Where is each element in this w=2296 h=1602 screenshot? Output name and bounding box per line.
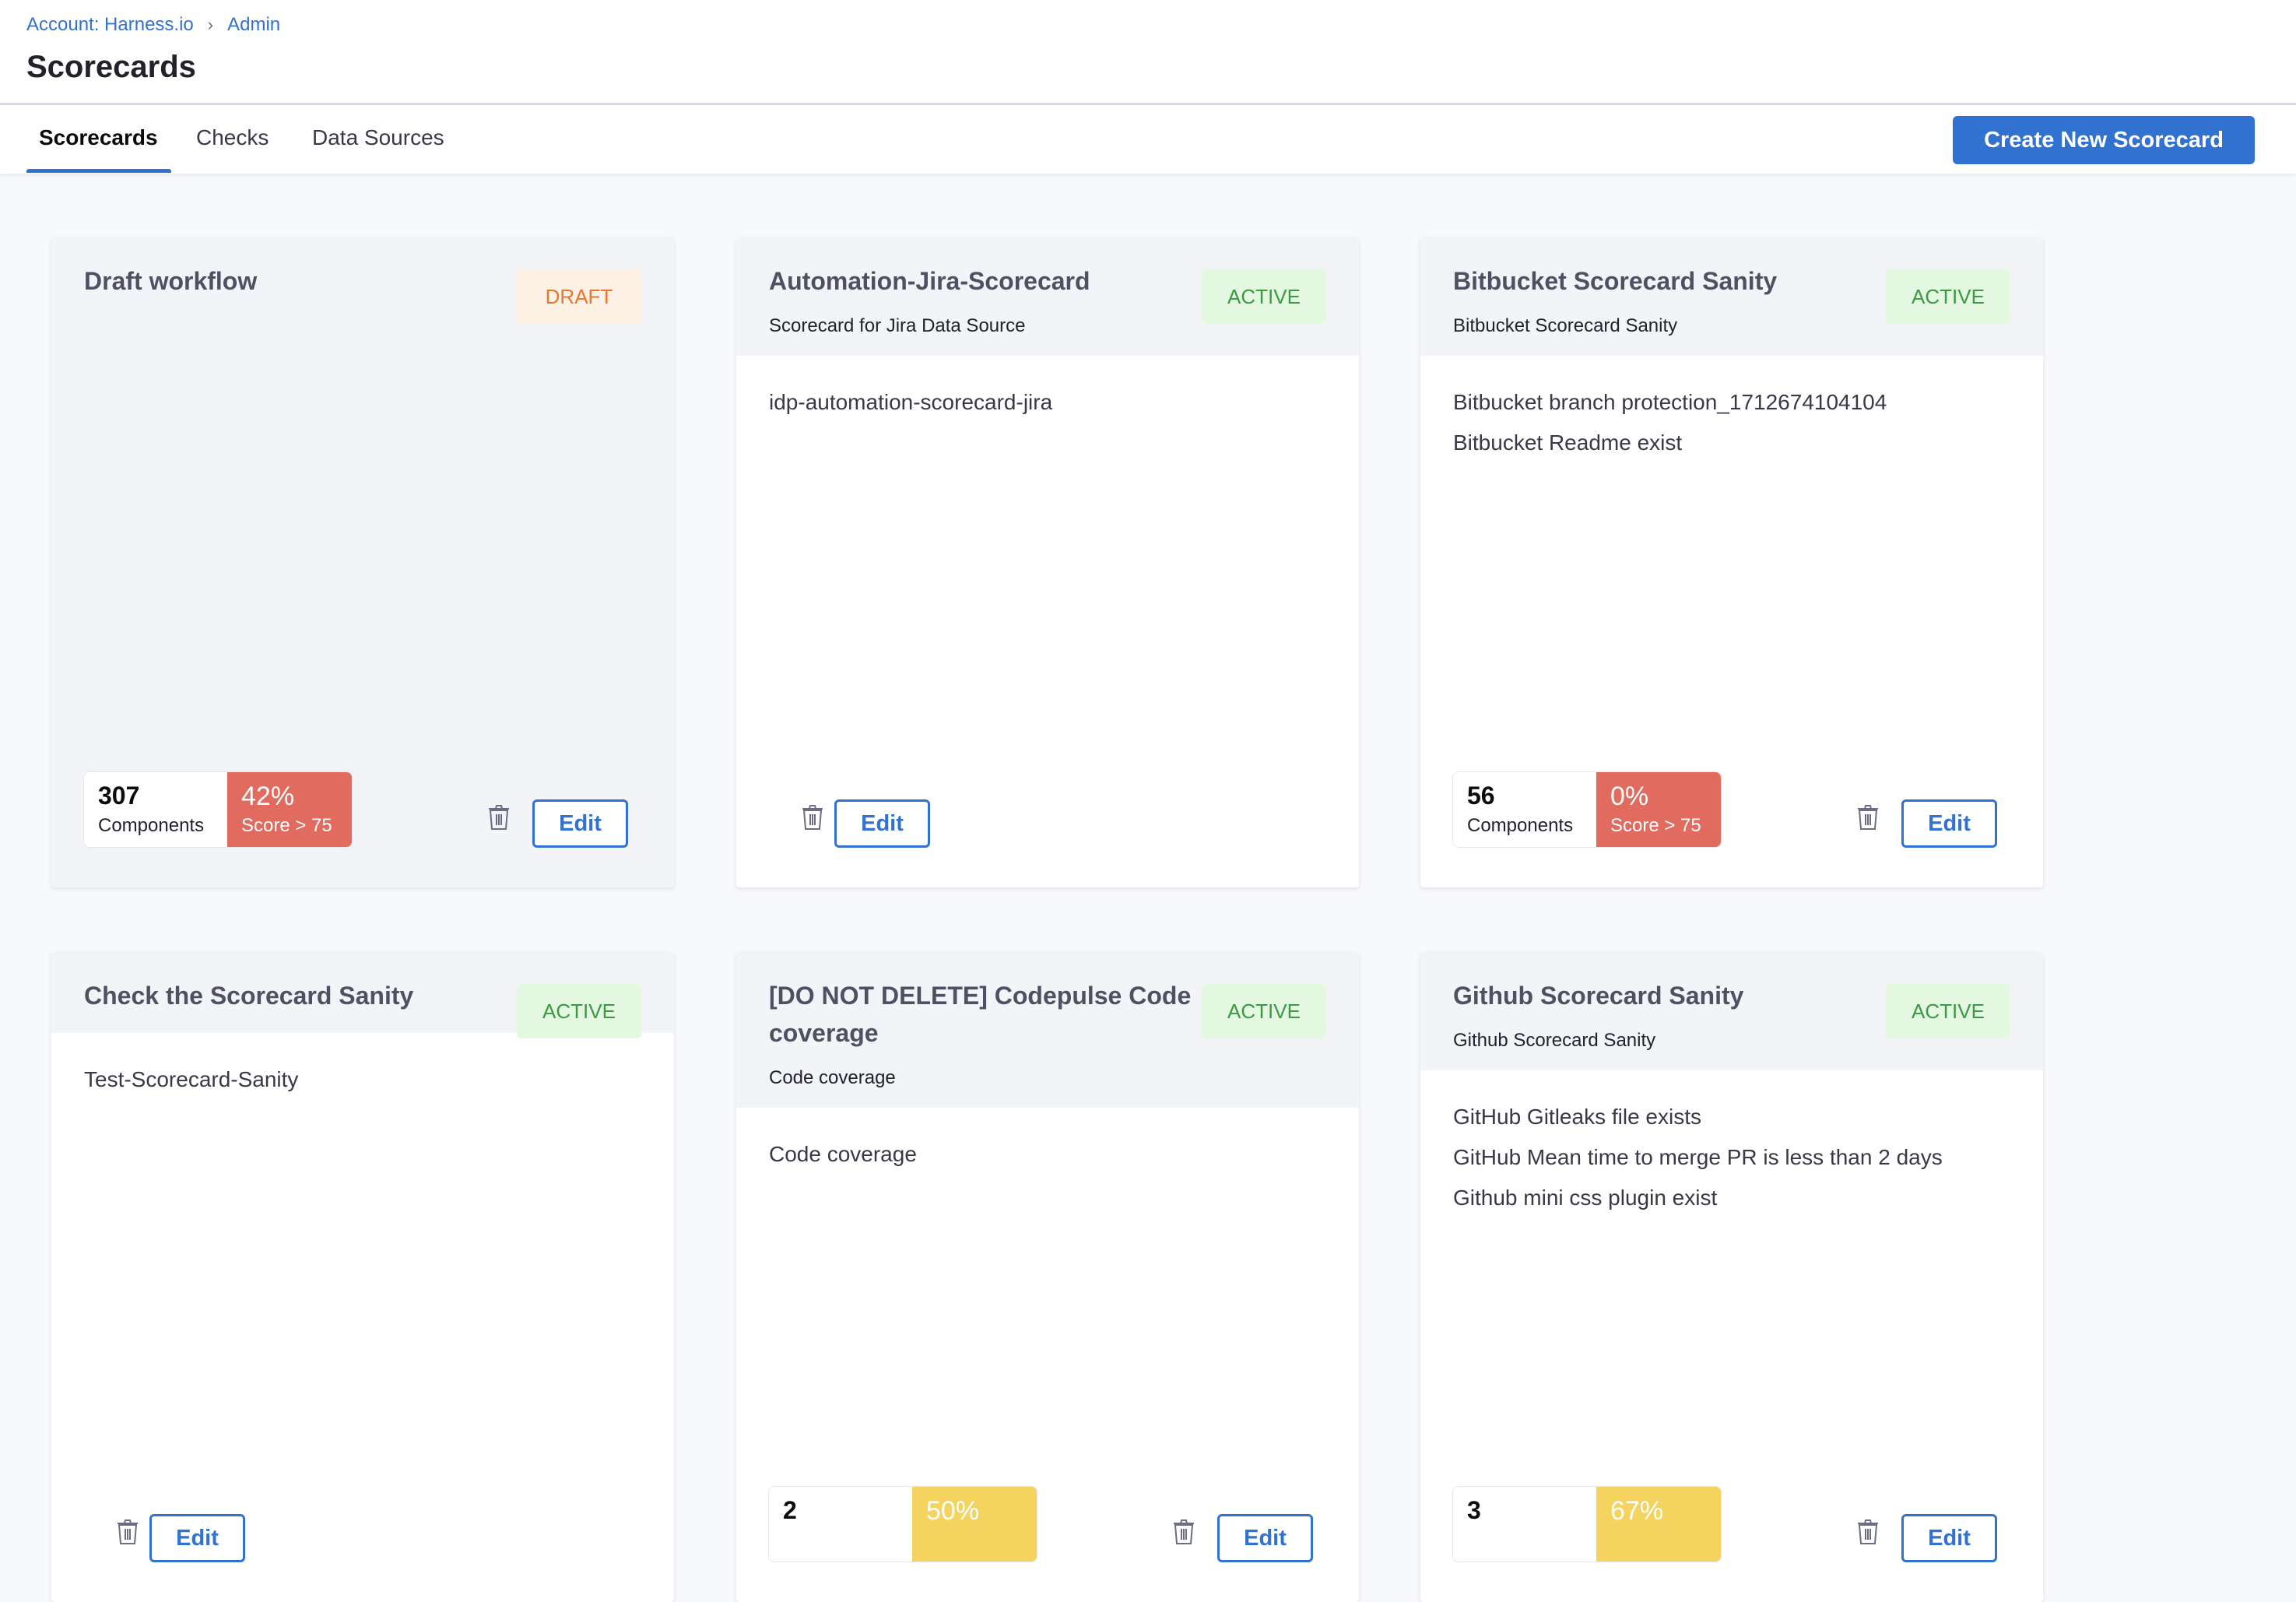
card-title: Draft workflow — [84, 267, 258, 295]
checks-list: Test-Scorecard-Sanity — [51, 1033, 674, 1126]
score-percent: 67% — [1610, 1496, 1664, 1526]
scorecard-card[interactable]: Github Scorecard Sanity Github Scorecard… — [1420, 952, 2043, 1602]
card-title: Bitbucket Scorecard Sanity — [1453, 267, 1778, 295]
scorecard-card[interactable]: Bitbucket Scorecard Sanity Bitbucket Sco… — [1420, 237, 2043, 887]
create-new-scorecard-button[interactable]: Create New Scorecard — [1953, 116, 2255, 164]
chevron-right-icon: › — [207, 15, 214, 34]
checks-list: idp-automation-scorecard-jira — [736, 356, 1359, 449]
card-header: Bitbucket Scorecard Sanity Bitbucket Sco… — [1420, 237, 2043, 356]
checks-list: Bitbucket branch protection_171267410410… — [1420, 356, 2043, 490]
card-description: Github Scorecard Sanity — [1453, 1030, 1656, 1051]
trash-icon[interactable] — [487, 803, 511, 831]
card-description: Bitbucket Scorecard Sanity — [1453, 315, 1678, 336]
status-badge: ACTIVE — [1202, 984, 1326, 1038]
active-tab-indicator — [26, 169, 171, 173]
card-header: Github Scorecard Sanity Github Scorecard… — [1420, 952, 2043, 1070]
edit-button[interactable]: Edit — [1901, 1514, 1997, 1562]
score-label: Score > 75 — [241, 815, 332, 836]
components-count: 2 — [783, 1496, 797, 1524]
score-summary: 3 67% — [1452, 1486, 1722, 1562]
status-badge: ACTIVE — [1886, 269, 2010, 324]
status-badge: ACTIVE — [517, 984, 641, 1038]
page-title: Scorecards — [26, 50, 196, 84]
check-item: Bitbucket branch protection_171267410410… — [1453, 390, 1887, 414]
checks-list — [51, 318, 674, 371]
card-title: Github Scorecard Sanity — [1453, 982, 1744, 1010]
breadcrumb-admin[interactable]: Admin — [227, 14, 281, 35]
breadcrumb-account[interactable]: Account: Harness.io — [26, 14, 194, 35]
card-header: Draft workflow DRAFT — [51, 237, 674, 324]
edit-button[interactable]: Edit — [149, 1514, 245, 1562]
edit-button[interactable]: Edit — [1217, 1514, 1313, 1562]
card-title: Check the Scorecard Sanity — [84, 982, 414, 1010]
scorecard-card[interactable]: Check the Scorecard Sanity ACTIVE Test-S… — [51, 952, 674, 1602]
tab-data-sources[interactable]: Data Sources — [312, 125, 444, 149]
components-count: 307 — [98, 782, 140, 810]
components-label: Components — [1467, 815, 1574, 836]
score-label: Score > 75 — [1610, 815, 1701, 836]
components-count: 3 — [1467, 1496, 1481, 1524]
components-count: 56 — [1467, 782, 1495, 810]
edit-button[interactable]: Edit — [1901, 799, 1997, 848]
checks-list: Code coverage — [736, 1108, 1359, 1201]
tab-checks[interactable]: Checks — [196, 125, 269, 149]
card-title: Automation-Jira-Scorecard — [769, 267, 1090, 295]
checks-list: GitHub Gitleaks file exists GitHub Mean t… — [1420, 1070, 2043, 1245]
score-summary: 56 Components 0% Score > 75 — [1452, 771, 1722, 848]
card-title: [DO NOT DELETE] Codepulse Code coverage — [769, 982, 1192, 1047]
trash-icon[interactable] — [1172, 1517, 1195, 1545]
page-header: Account: Harness.io › Admin Scorecards — [0, 0, 2296, 105]
trash-icon[interactable] — [1856, 1517, 1880, 1545]
card-header: Automation-Jira-Scorecard Scorecard for … — [736, 237, 1359, 356]
check-item: GitHub Mean time to merge PR is less tha… — [1453, 1145, 1943, 1169]
card-header: [DO NOT DELETE] Codepulse Code coverage … — [736, 952, 1359, 1108]
score-percent: 42% — [241, 782, 295, 811]
tab-scorecards[interactable]: Scorecards — [39, 125, 158, 149]
card-description: Code coverage — [769, 1067, 896, 1088]
card-header: Check the Scorecard Sanity ACTIVE — [51, 952, 674, 1038]
scorecard-card[interactable]: [DO NOT DELETE] Codepulse Code coverage … — [736, 952, 1359, 1602]
status-badge: ACTIVE — [1886, 984, 2010, 1038]
card-description: Scorecard for Jira Data Source — [769, 315, 1026, 336]
trash-icon[interactable] — [1856, 803, 1880, 831]
tab-bar: Scorecards Checks Data Sources Create Ne… — [0, 105, 2296, 174]
score-summary: 2 50% — [768, 1486, 1037, 1562]
trash-icon[interactable] — [801, 803, 824, 831]
check-item: Bitbucket Readme exist — [1453, 430, 1683, 455]
score-percent: 50% — [926, 1496, 980, 1526]
score-summary: 307 Components 42% Score > 75 — [83, 771, 353, 848]
check-item: Github mini css plugin exist — [1453, 1186, 1718, 1210]
edit-button[interactable]: Edit — [834, 799, 930, 848]
breadcrumb: Account: Harness.io › Admin — [26, 14, 280, 36]
trash-icon[interactable] — [116, 1517, 139, 1545]
scorecard-card[interactable]: Draft workflow DRAFT 307 Components 42% … — [51, 237, 674, 887]
edit-button[interactable]: Edit — [532, 799, 628, 848]
score-percent: 0% — [1610, 782, 1649, 811]
check-item: Code coverage — [769, 1142, 917, 1166]
status-badge: DRAFT — [517, 269, 641, 324]
status-badge: ACTIVE — [1202, 269, 1326, 324]
check-item: idp-automation-scorecard-jira — [769, 390, 1053, 414]
components-label: Components — [98, 815, 205, 836]
scorecard-card[interactable]: Automation-Jira-Scorecard Scorecard for … — [736, 237, 1359, 887]
check-item: Test-Scorecard-Sanity — [84, 1067, 299, 1091]
check-item: GitHub Gitleaks file exists — [1453, 1105, 1701, 1129]
